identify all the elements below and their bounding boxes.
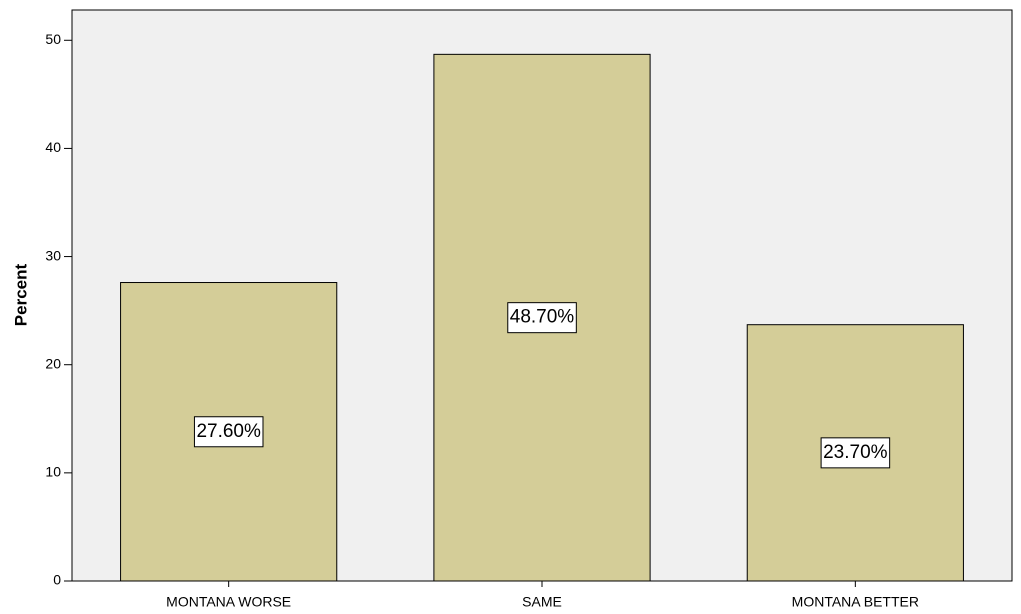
x-tick-label: MONTANA WORSE bbox=[166, 594, 291, 610]
value-label: 27.60% bbox=[196, 421, 261, 442]
value-label-box bbox=[820, 437, 891, 469]
y-tick-label: 50 bbox=[45, 31, 61, 47]
value-label: 48.70% bbox=[510, 307, 575, 328]
value-label: 23.70% bbox=[823, 442, 888, 463]
x-tick-label: MONTANA BETTER bbox=[792, 594, 919, 610]
value-label-box bbox=[193, 416, 264, 448]
y-tick-label: 30 bbox=[45, 247, 61, 263]
value-label-box bbox=[507, 302, 577, 334]
y-axis-label: Percent bbox=[11, 263, 30, 326]
x-tick-label: SAME bbox=[522, 594, 562, 610]
y-tick-label: 0 bbox=[53, 572, 61, 588]
y-tick-label: 10 bbox=[45, 464, 61, 480]
y-tick-label: 40 bbox=[45, 139, 61, 155]
y-tick-label: 20 bbox=[45, 355, 61, 371]
